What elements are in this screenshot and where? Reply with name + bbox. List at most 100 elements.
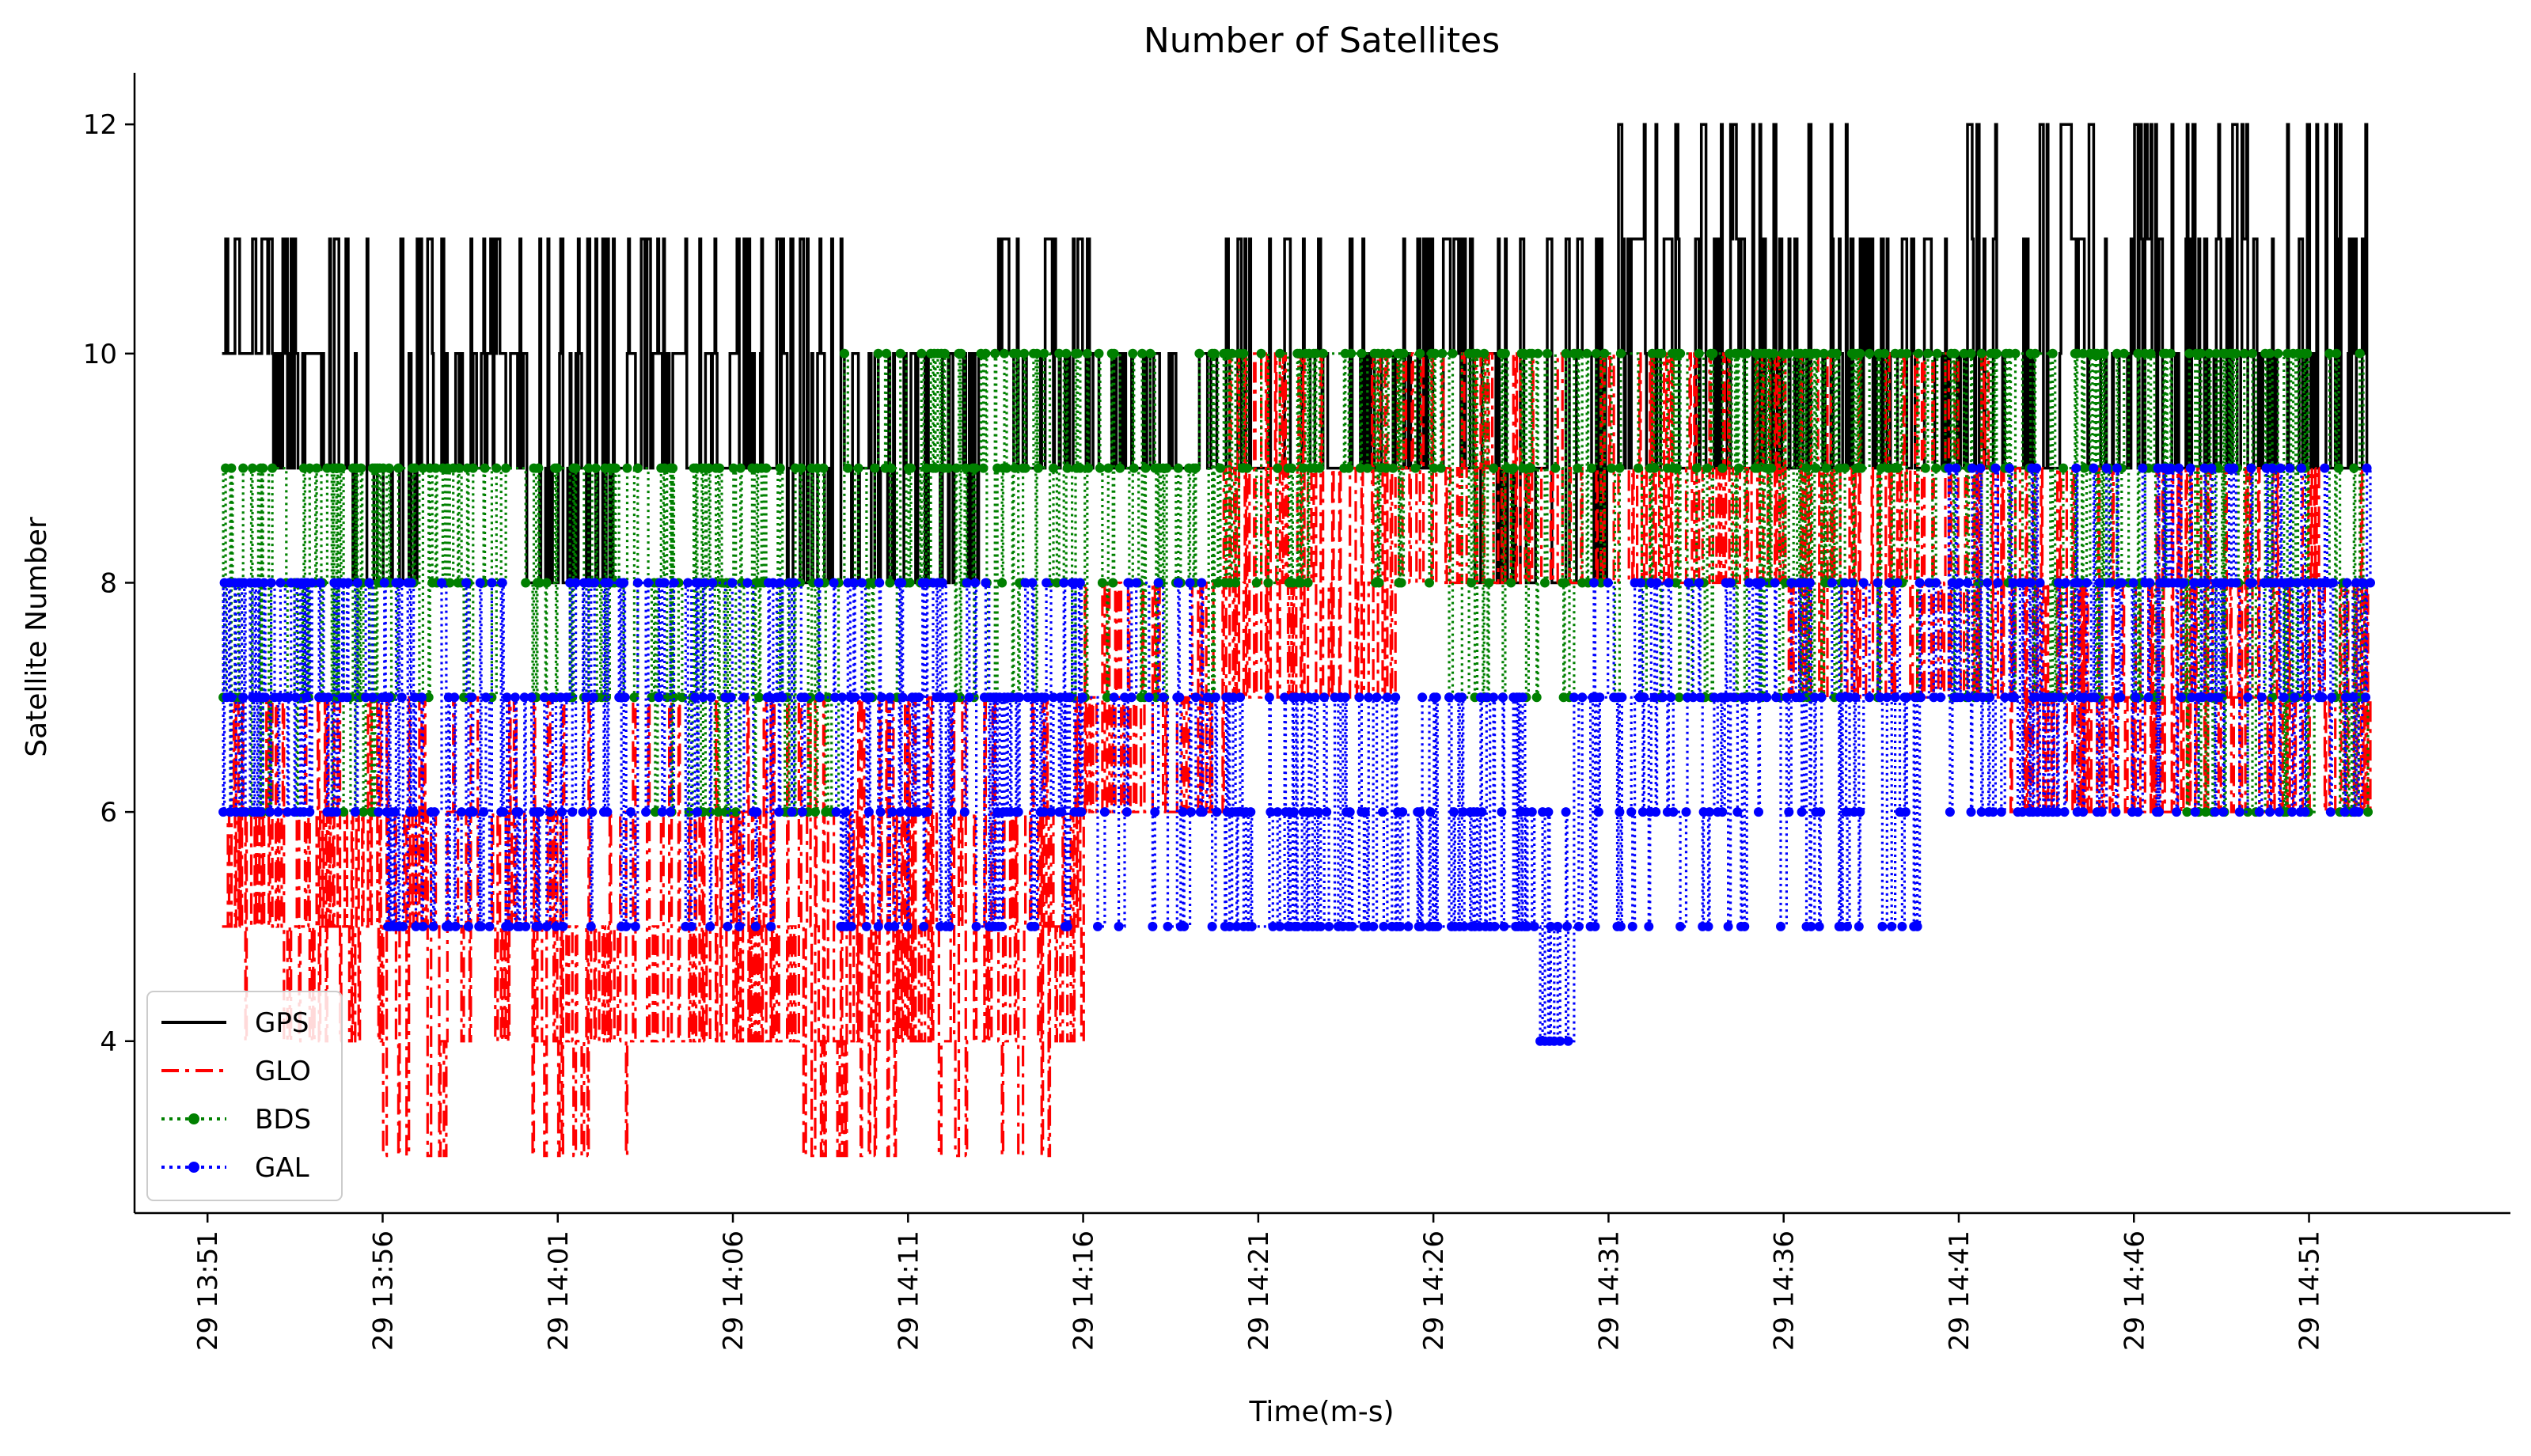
series-point-gal — [561, 692, 571, 703]
legend-label-bds: BDS — [255, 1104, 311, 1136]
x-tick-label: 29 14:06 — [718, 1230, 749, 1351]
series-point-bds — [1286, 463, 1296, 473]
series-point-bds — [1708, 348, 1718, 358]
series-point-gal — [654, 692, 664, 703]
x-tick-label: 29 14:46 — [2119, 1230, 2150, 1351]
series-point-gal — [437, 578, 446, 588]
series-point-gal — [1644, 921, 1654, 931]
series-point-gal — [1882, 692, 1892, 703]
series-point-bds — [1383, 348, 1394, 358]
series-point-gal — [959, 807, 970, 817]
series-point-gal — [2097, 807, 2107, 817]
series-point-gal — [1771, 692, 1782, 703]
series-point-bds — [1194, 348, 1205, 358]
series-point-gal — [2274, 807, 2284, 817]
series-point-gal — [1916, 692, 1926, 703]
series-point-gal — [2178, 578, 2188, 588]
series-point-bds — [268, 463, 278, 473]
series-point-bds — [2332, 348, 2342, 358]
legend-items: GPS GLO BDS GAL — [161, 1007, 311, 1184]
series-point-gal — [919, 921, 929, 931]
series-point-gal — [2328, 578, 2338, 588]
series-point-gal — [1747, 692, 1758, 703]
series-point-gal — [1148, 921, 1158, 931]
series-point-bds — [1410, 463, 1421, 473]
series-point-gal — [1212, 807, 1222, 817]
series-point-bds — [1561, 348, 1571, 358]
series-point-gal — [2205, 692, 2215, 703]
series-point-gal — [846, 921, 856, 931]
series-point-gal — [1049, 692, 1058, 703]
series-point-bds — [1448, 348, 1458, 358]
series-point-bds — [1097, 578, 1107, 588]
series-point-gal — [2138, 463, 2148, 473]
series-point-gal — [2293, 578, 2303, 588]
series-point-bds — [1582, 348, 1592, 358]
series-point-bds — [1717, 463, 1728, 473]
series-point-bds — [1415, 348, 1425, 358]
series-point-gal — [765, 692, 775, 703]
series-point-gal — [1675, 921, 1686, 931]
series-point-gal — [1709, 692, 1719, 703]
series-point-bds — [931, 463, 940, 473]
series-point-gal — [1865, 692, 1875, 703]
series-point-gal — [964, 692, 974, 703]
series-point-gal — [2025, 578, 2036, 588]
series-point-gal — [602, 807, 613, 817]
x-tick-label: 29 14:16 — [1068, 1230, 1100, 1351]
series-point-gal — [450, 921, 461, 931]
series-point-bds — [775, 463, 785, 473]
series-point-bds — [1075, 463, 1085, 473]
series-point-gal — [1627, 921, 1637, 931]
series-point-bds — [2165, 348, 2176, 358]
series-point-gal — [830, 692, 841, 703]
series-point-gal — [1723, 921, 1733, 931]
series-point-bds — [1095, 463, 1105, 473]
series-point-bds — [1128, 348, 1138, 358]
series-point-gal — [2055, 692, 2065, 703]
series-point-bds — [1479, 348, 1489, 358]
series-point-gal — [2190, 807, 2200, 817]
series-point-gal — [1967, 463, 1977, 473]
series-point-gal — [2287, 807, 2298, 817]
series-point-gal — [1039, 807, 1049, 817]
series-point-gal — [1319, 692, 1330, 703]
series-point-gal — [1075, 578, 1085, 588]
series-point-gal — [841, 807, 851, 817]
series-point-bds — [468, 463, 478, 473]
series-point-gal — [1688, 692, 1698, 703]
series-point-gal — [1297, 692, 1307, 703]
series-point-gal — [1391, 692, 1401, 703]
series-point-gal — [1755, 692, 1765, 703]
series-point-gal — [450, 692, 460, 703]
series-point-gal — [238, 692, 249, 703]
y-tick-label: 10 — [83, 339, 117, 370]
series-point-gal — [283, 807, 293, 817]
series-point-gal — [1990, 463, 2001, 473]
series-point-bds — [754, 692, 765, 703]
series-point-gal — [797, 807, 807, 817]
series-point-gal — [698, 692, 708, 703]
series-point-gal — [1985, 692, 1995, 703]
series-point-gal — [1315, 921, 1326, 931]
series-point-gal — [1694, 578, 1704, 588]
series-point-bds — [2265, 348, 2275, 358]
series-point-bds — [997, 578, 1007, 588]
series-point-bds — [2248, 348, 2257, 358]
series-point-gal — [1924, 578, 1934, 588]
series-point-gal — [1847, 578, 1857, 588]
legend-item-glo: GLO — [161, 1056, 311, 1087]
legend-label-glo: GLO — [255, 1056, 311, 1087]
series-point-gal — [218, 807, 229, 817]
series-point-gal — [2243, 692, 2253, 703]
legend-item-gal: GAL — [161, 1152, 309, 1184]
series-point-gal — [2189, 578, 2199, 588]
series-point-gal — [1123, 578, 1133, 588]
x-tick-label: 29 14:36 — [1769, 1230, 1801, 1351]
series-point-gal — [1740, 921, 1750, 931]
series-point-gal — [2081, 578, 2092, 588]
series-point-bds — [873, 348, 883, 358]
series-point-gal — [1649, 692, 1660, 703]
series-point-bds — [1388, 463, 1398, 473]
series-point-gal — [1307, 807, 1316, 817]
